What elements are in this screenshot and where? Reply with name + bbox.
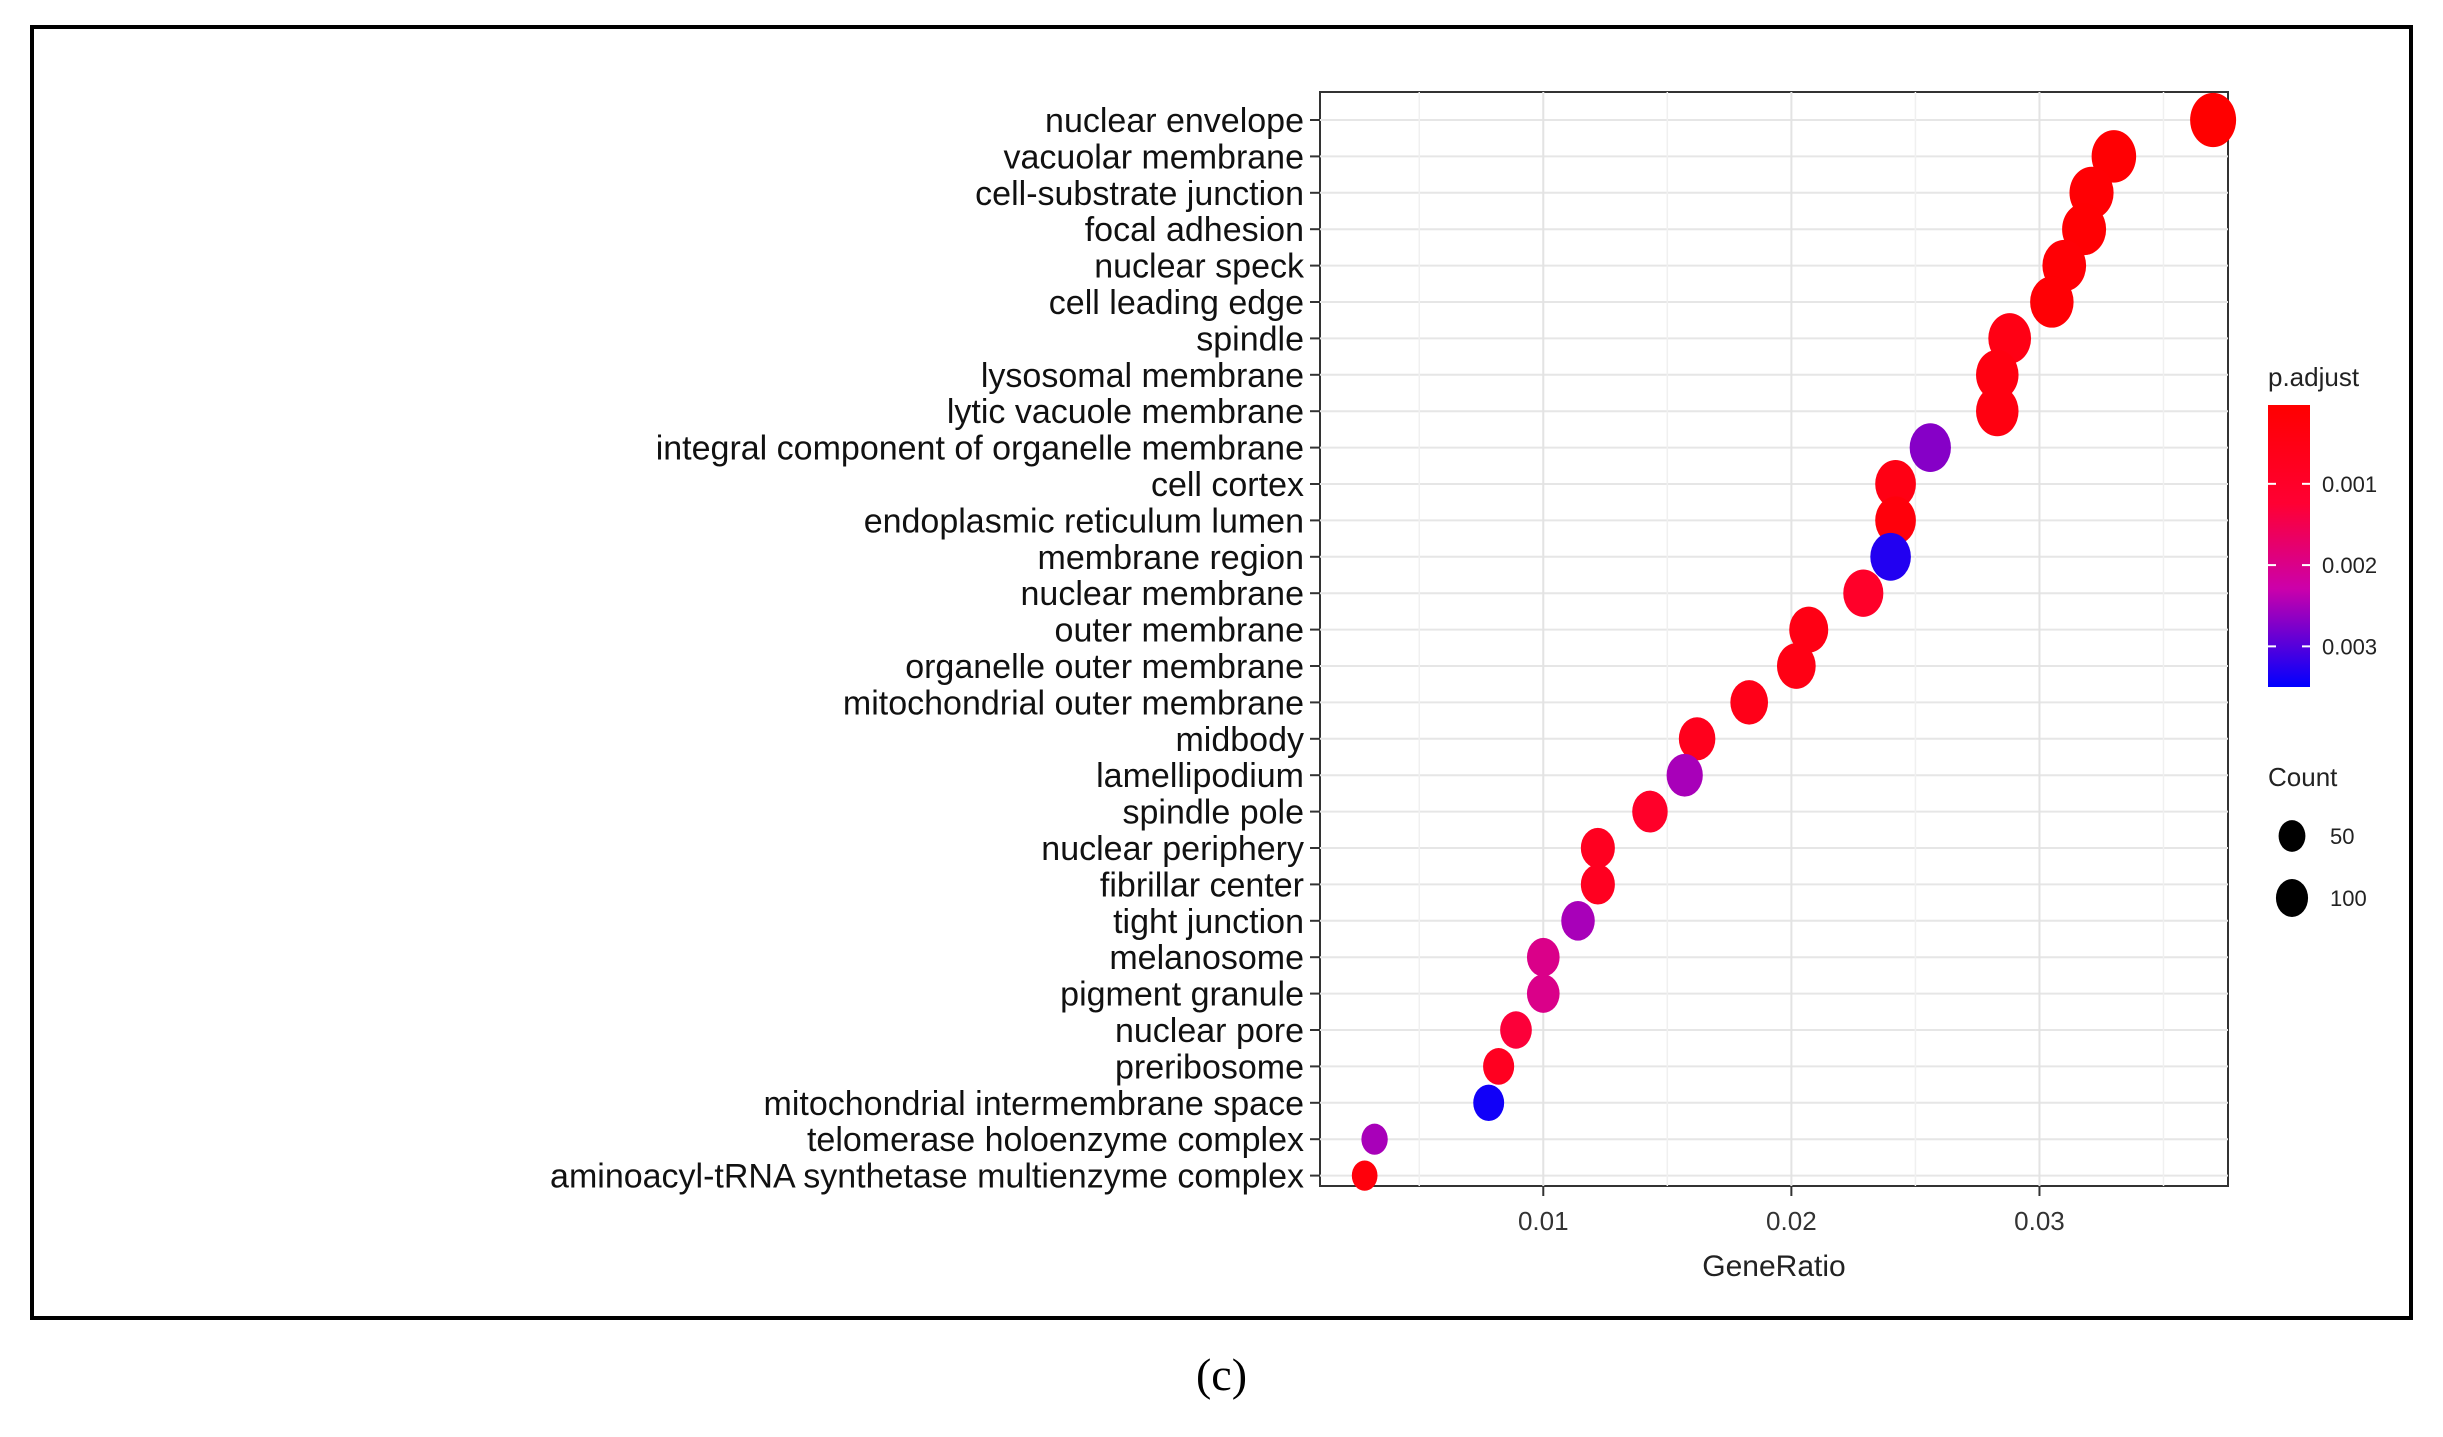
y-tick-label: tight junction (1113, 903, 1304, 941)
data-point (2030, 276, 2074, 328)
x-tick-label: 0.03 (2014, 1206, 2065, 1236)
data-point (1843, 569, 1884, 617)
color-legend-title: p.adjust (2268, 362, 2360, 392)
y-tick-label: spindle pole (1123, 794, 1304, 832)
y-tick-label: organelle outer membrane (905, 648, 1304, 686)
color-legend-tick-label: 0.003 (2322, 634, 2377, 659)
data-point (1351, 1160, 1378, 1191)
data-point (1875, 459, 1916, 509)
data-point (1730, 680, 1769, 725)
data-point (2091, 130, 2137, 183)
data-point (1526, 974, 1560, 1013)
data-point (1580, 827, 1615, 869)
data-points (1351, 92, 2237, 1191)
y-tick-label: telomerase holoenzyme complex (807, 1121, 1304, 1159)
size-legend-label: 100 (2330, 886, 2367, 911)
data-point (1666, 753, 1703, 797)
data-point (1483, 1048, 1515, 1085)
y-tick-label: aminoacyl-tRNA synthetase multienzyme co… (550, 1158, 1304, 1196)
y-tick-label: mitochondrial outer membrane (843, 684, 1304, 722)
size-legend-label: 50 (2330, 824, 2354, 849)
data-point (1678, 717, 1716, 761)
color-legend-tick-label: 0.001 (2322, 472, 2377, 497)
data-point (1875, 496, 1916, 545)
y-tick-label: nuclear pore (1115, 1012, 1304, 1050)
panel-label: (c) (1195, 1349, 1248, 1400)
y-tick-label: lysosomal membrane (981, 357, 1304, 395)
color-legend: p.adjust 0.001 0.002 0.003 (2268, 362, 2377, 687)
y-tick-label: vacuolar membrane (1004, 138, 1304, 176)
data-point (1361, 1123, 1388, 1155)
y-tick-label: nuclear envelope (1045, 102, 1304, 140)
color-legend-bar (2268, 405, 2310, 687)
x-axis: 0.01 0.02 0.03 (1518, 1186, 2065, 1236)
plot-panel (1319, 91, 2229, 1187)
data-point (1870, 532, 1911, 581)
color-legend-tick-label: 0.002 (2322, 553, 2377, 578)
y-tick-label: focal adhesion (1085, 211, 1304, 249)
size-legend: Count 50 100 (2268, 762, 2367, 917)
y-tick-label: nuclear periphery (1041, 830, 1304, 868)
y-tick-label: pigment granule (1060, 976, 1304, 1014)
size-legend-title: Count (2268, 762, 2338, 792)
data-point (1976, 386, 2019, 437)
y-tick-label: mitochondrial intermembrane space (764, 1085, 1304, 1123)
data-point (1789, 606, 1829, 653)
y-tick-label: lytic vacuole membrane (947, 393, 1304, 431)
y-tick-label: lamellipodium (1096, 757, 1304, 795)
x-tick-label: 0.01 (1518, 1206, 1569, 1236)
data-point (1976, 349, 2019, 400)
y-tick-label: nuclear membrane (1021, 575, 1304, 613)
x-tick-label: 0.02 (1766, 1206, 1817, 1236)
y-tick-label: spindle (1196, 320, 1304, 358)
figure-frame (30, 25, 2413, 1320)
size-legend-dot (2275, 879, 2309, 917)
y-tick-label: nuclear speck (1094, 248, 1305, 286)
y-tick-label: membrane region (1038, 539, 1304, 577)
y-tick-label: integral component of organelle membrane (656, 430, 1304, 468)
size-legend-dot (2278, 820, 2306, 852)
y-tick-label: cell leading edge (1049, 284, 1304, 322)
data-point (1580, 864, 1615, 905)
data-point (1500, 1011, 1532, 1049)
x-axis-title: GeneRatio (1702, 1250, 1845, 1283)
data-point (1473, 1084, 1505, 1122)
data-point (1561, 901, 1595, 941)
data-point (2190, 92, 2237, 148)
data-point (1909, 423, 1951, 472)
data-point (1526, 937, 1560, 977)
data-point (1632, 790, 1668, 833)
y-tick-label: fibrillar center (1100, 866, 1304, 904)
y-tick-label: cell-substrate junction (975, 175, 1304, 213)
y-tick-label: outer membrane (1055, 612, 1304, 650)
data-point (1776, 643, 1816, 689)
y-tick-label: midbody (1175, 721, 1304, 759)
y-tick-label: cell cortex (1151, 466, 1304, 504)
y-tick-label: preribosome (1115, 1048, 1304, 1086)
y-tick-label: endoplasmic reticulum lumen (864, 502, 1304, 540)
y-tick-label: melanosome (1109, 939, 1304, 977)
